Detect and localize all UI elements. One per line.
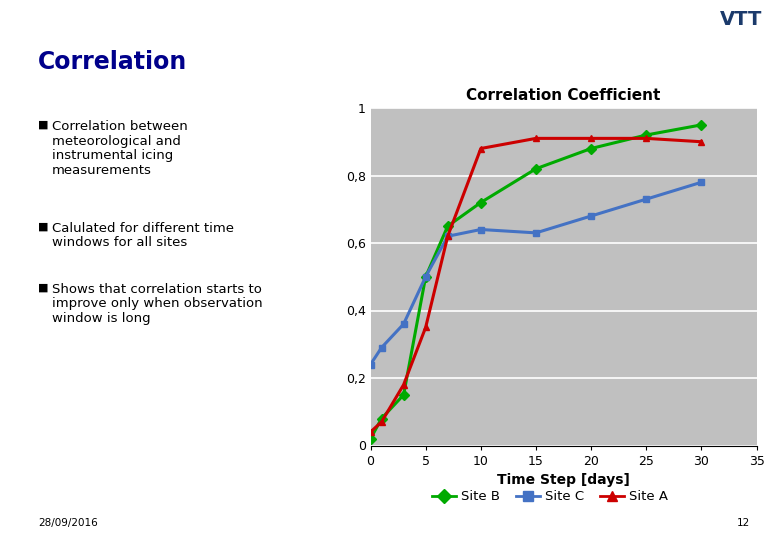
Text: measurements: measurements — [52, 164, 152, 177]
Site A — [443, 233, 452, 240]
Text: Shows that correlation starts to: Shows that correlation starts to — [52, 283, 262, 296]
Site A — [697, 138, 706, 145]
Text: ■: ■ — [38, 222, 48, 232]
Site B — [366, 435, 375, 442]
Site B — [421, 273, 431, 280]
Site A — [531, 135, 541, 141]
Text: ■: ■ — [38, 120, 48, 130]
Site A — [377, 418, 386, 425]
Text: VTT: VTT — [720, 10, 762, 29]
Site C — [421, 273, 431, 280]
Site B — [642, 132, 651, 138]
Line: Site A: Site A — [367, 135, 705, 435]
Site C — [587, 213, 596, 219]
Site A — [476, 145, 485, 152]
Site B — [377, 415, 386, 422]
Text: Calulated for different time: Calulated for different time — [52, 222, 234, 235]
Site C — [642, 196, 651, 202]
Site C — [399, 321, 408, 327]
Site A — [587, 135, 596, 141]
Text: window is long: window is long — [52, 312, 151, 325]
Site B — [443, 223, 452, 230]
Text: instrumental icing: instrumental icing — [52, 149, 173, 162]
Site C — [697, 179, 706, 186]
Site B — [399, 392, 408, 398]
Site C — [531, 230, 541, 236]
Line: Site B: Site B — [367, 122, 705, 442]
Site A — [421, 324, 431, 330]
Line: Site C: Site C — [367, 179, 705, 368]
Site A — [399, 381, 408, 388]
Text: ■: ■ — [38, 283, 48, 293]
Text: Correlation between: Correlation between — [52, 120, 188, 133]
Site B — [697, 122, 706, 128]
Site B — [531, 165, 541, 172]
Site C — [476, 226, 485, 233]
X-axis label: Time Step [days]: Time Step [days] — [497, 473, 630, 487]
Legend: Site B, Site C, Site A: Site B, Site C, Site A — [427, 485, 673, 509]
Text: improve only when observation: improve only when observation — [52, 298, 263, 310]
Text: Correlation: Correlation — [38, 50, 187, 74]
Site C — [366, 361, 375, 368]
Text: windows for all sites: windows for all sites — [52, 237, 187, 249]
Title: Correlation Coefficient: Correlation Coefficient — [466, 87, 661, 103]
Site A — [642, 135, 651, 141]
Text: 12: 12 — [737, 518, 750, 528]
Text: 28/09/2016: 28/09/2016 — [38, 518, 98, 528]
Site A — [366, 429, 375, 435]
Text: meteorological and: meteorological and — [52, 134, 181, 147]
Site B — [476, 199, 485, 206]
Site C — [443, 233, 452, 240]
Site B — [587, 145, 596, 152]
Site C — [377, 345, 386, 351]
